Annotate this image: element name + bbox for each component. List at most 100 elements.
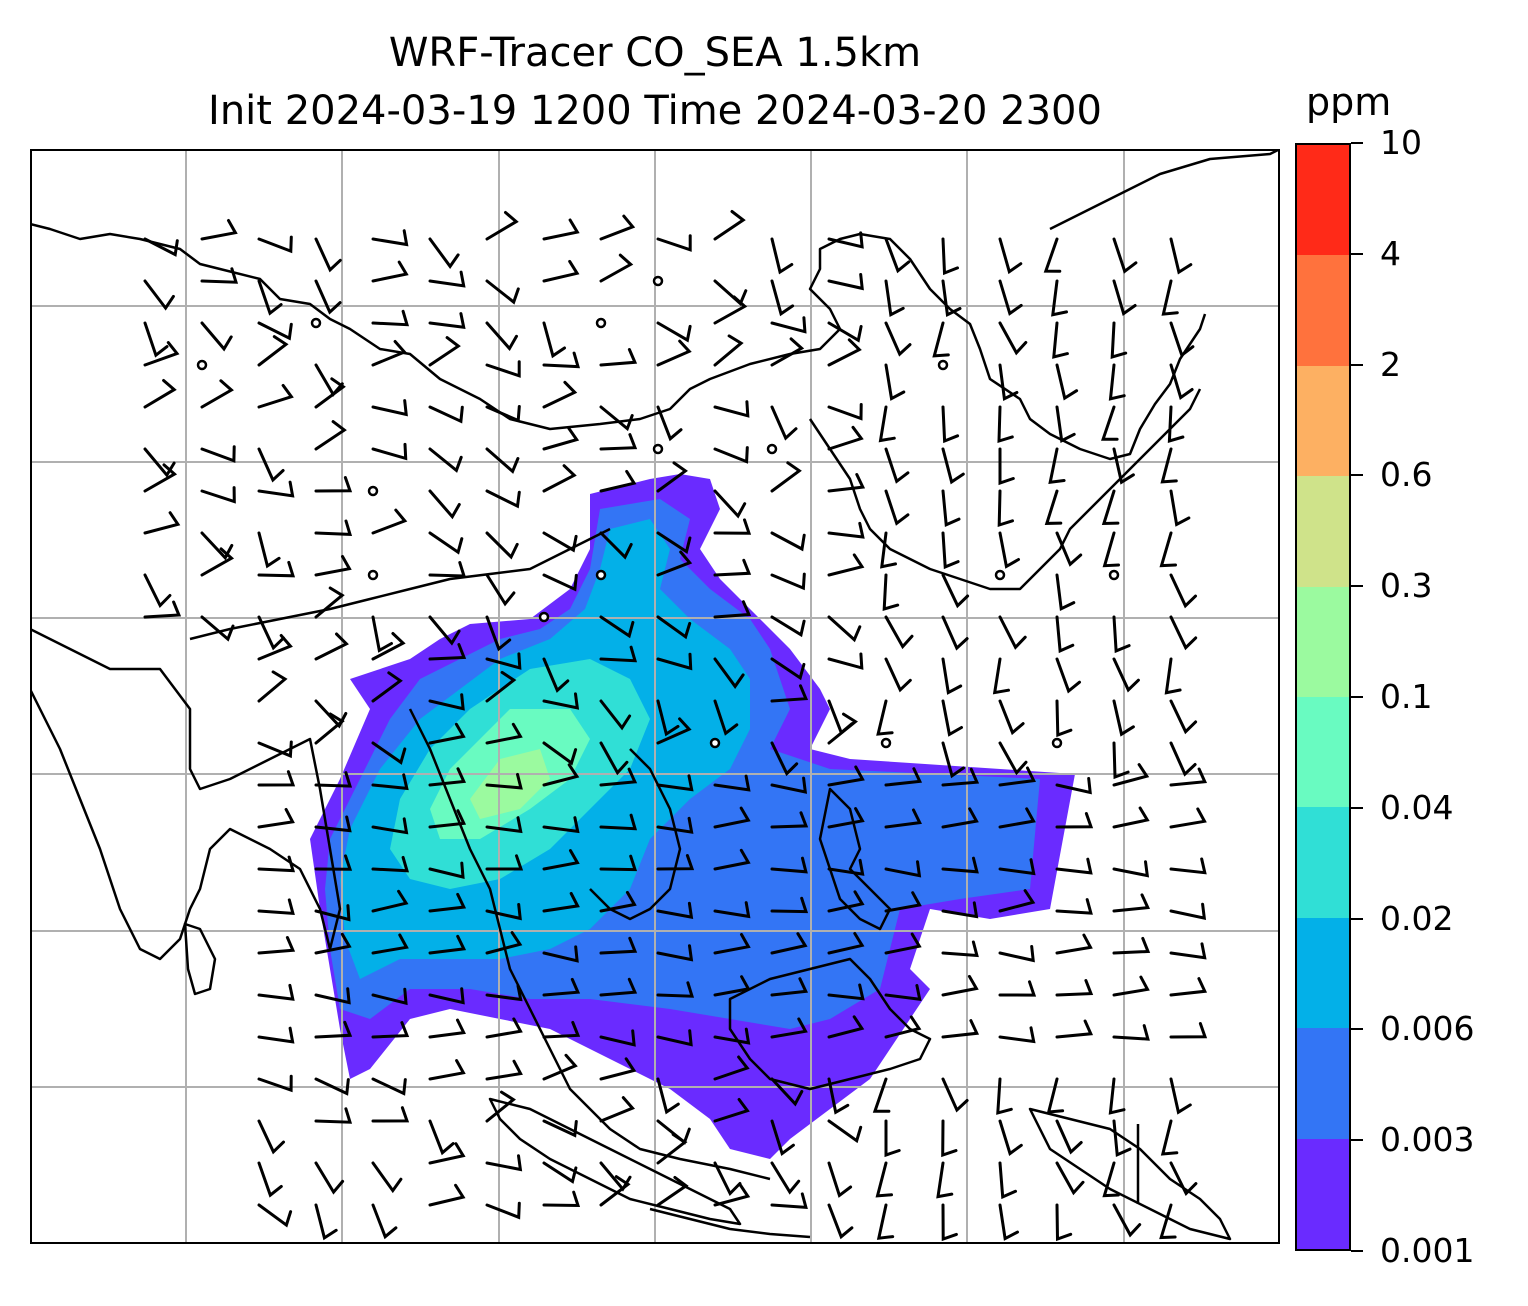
border-china-india [189, 527, 611, 641]
wind-barb [257, 1026, 295, 1044]
wind-barb [884, 657, 912, 693]
colorbar-segment [1297, 255, 1349, 366]
wind-barb [314, 1107, 353, 1124]
wind-barb [827, 338, 862, 367]
wind-barb [428, 447, 463, 473]
wind-barb [1169, 489, 1191, 527]
wind-barb [998, 279, 1023, 316]
wind-barb [656, 944, 694, 962]
wind-barb [143, 341, 180, 367]
wind-barb [542, 1119, 578, 1138]
wind-barb [1169, 699, 1198, 735]
wind-barb [827, 615, 862, 643]
wind-barb [1051, 279, 1068, 317]
calm-wind-marker [652, 275, 664, 287]
wind-barb [485, 931, 523, 955]
wind-barb [884, 1119, 901, 1158]
wind-barb [314, 377, 346, 409]
wind-barb [1055, 657, 1081, 694]
wind-barb [599, 1029, 636, 1047]
wind-barb [941, 1119, 958, 1158]
wind-barb [428, 987, 465, 1005]
wind-barb [314, 555, 352, 577]
wind-barb [941, 405, 960, 444]
wind-barb [998, 1203, 1019, 1241]
coastline-vietnam [589, 748, 682, 921]
wind-barb [542, 892, 580, 913]
wind-barb [998, 447, 1015, 486]
wind-barb [1112, 860, 1150, 878]
wind-barb [542, 1020, 581, 1039]
wind-barb [656, 981, 695, 998]
wind-barb [998, 889, 1036, 913]
wind-barb [257, 983, 295, 1001]
wind-barb [1169, 977, 1208, 997]
colorbar-tick-label: 2 [1380, 344, 1401, 384]
wind-barb [656, 339, 692, 367]
colorbar-tick-label: 0.02 [1380, 898, 1454, 938]
wind-barbs [143, 210, 1208, 1242]
wind-barb [941, 237, 959, 276]
wind-barb [599, 214, 636, 241]
wind-barb [713, 1098, 750, 1123]
wind-barb [485, 531, 519, 560]
wind-barb [599, 405, 634, 432]
wind-barb [257, 447, 285, 483]
colorbar-tick-label: 0.1 [1380, 677, 1433, 716]
wind-barb [257, 235, 293, 254]
calm-wind-marker [652, 443, 664, 455]
wind-barb [713, 848, 751, 871]
wind-barb [882, 573, 900, 612]
wind-barb [314, 420, 347, 451]
wind-barb [371, 508, 408, 535]
wind-barb [998, 858, 1036, 876]
wind-barb [770, 337, 805, 367]
wind-barb [542, 816, 580, 834]
wind-barb [485, 722, 523, 745]
colorbar-tick [1351, 142, 1363, 144]
wind-barb [428, 405, 464, 424]
wind-barb [542, 351, 581, 369]
colorbar-tick-label: 0.04 [1380, 787, 1454, 827]
wind-barb [884, 860, 922, 878]
wind-barb [314, 904, 351, 922]
wind-barb [428, 1018, 466, 1039]
wind-barb [485, 984, 523, 1002]
wind-barb [428, 312, 466, 330]
wind-barb [884, 615, 914, 650]
wind-barb [428, 1059, 466, 1081]
colorbar-segment [1297, 917, 1349, 1029]
wind-barb [770, 776, 808, 794]
wind-barb [1102, 531, 1120, 568]
wind-barb [1169, 363, 1194, 401]
wind-barb [770, 1192, 808, 1210]
wind-barb [371, 987, 408, 1006]
wind-barb [713, 558, 752, 577]
wind-barb [542, 657, 570, 693]
wind-barb [1055, 979, 1094, 997]
wind-barb [998, 615, 1027, 650]
wind-barb [770, 1077, 804, 1107]
colorbar-segment [1297, 1028, 1349, 1139]
wind-barb [542, 763, 580, 787]
coastline-borneo [728, 957, 932, 1091]
wind-barb [656, 1175, 689, 1207]
wind-barb [257, 560, 296, 578]
wind-barb [1112, 763, 1150, 787]
wind-barb [314, 519, 353, 536]
wind-barb [314, 586, 345, 619]
wind-barb [884, 237, 911, 274]
wind-barb [1169, 615, 1198, 651]
wind-barb [542, 259, 580, 283]
wind-barb [257, 855, 296, 873]
wind-barb [599, 1057, 637, 1081]
wind-barb [257, 531, 281, 569]
wind-barb [1112, 893, 1151, 913]
coastline-arabia-west [30, 222, 1207, 461]
wind-barb [1112, 279, 1137, 317]
wind-barb [371, 442, 408, 461]
wind-barb [371, 1106, 410, 1123]
colorbar-segment [1297, 586, 1349, 698]
wind-barb [770, 279, 795, 317]
wind-barb [770, 615, 806, 638]
